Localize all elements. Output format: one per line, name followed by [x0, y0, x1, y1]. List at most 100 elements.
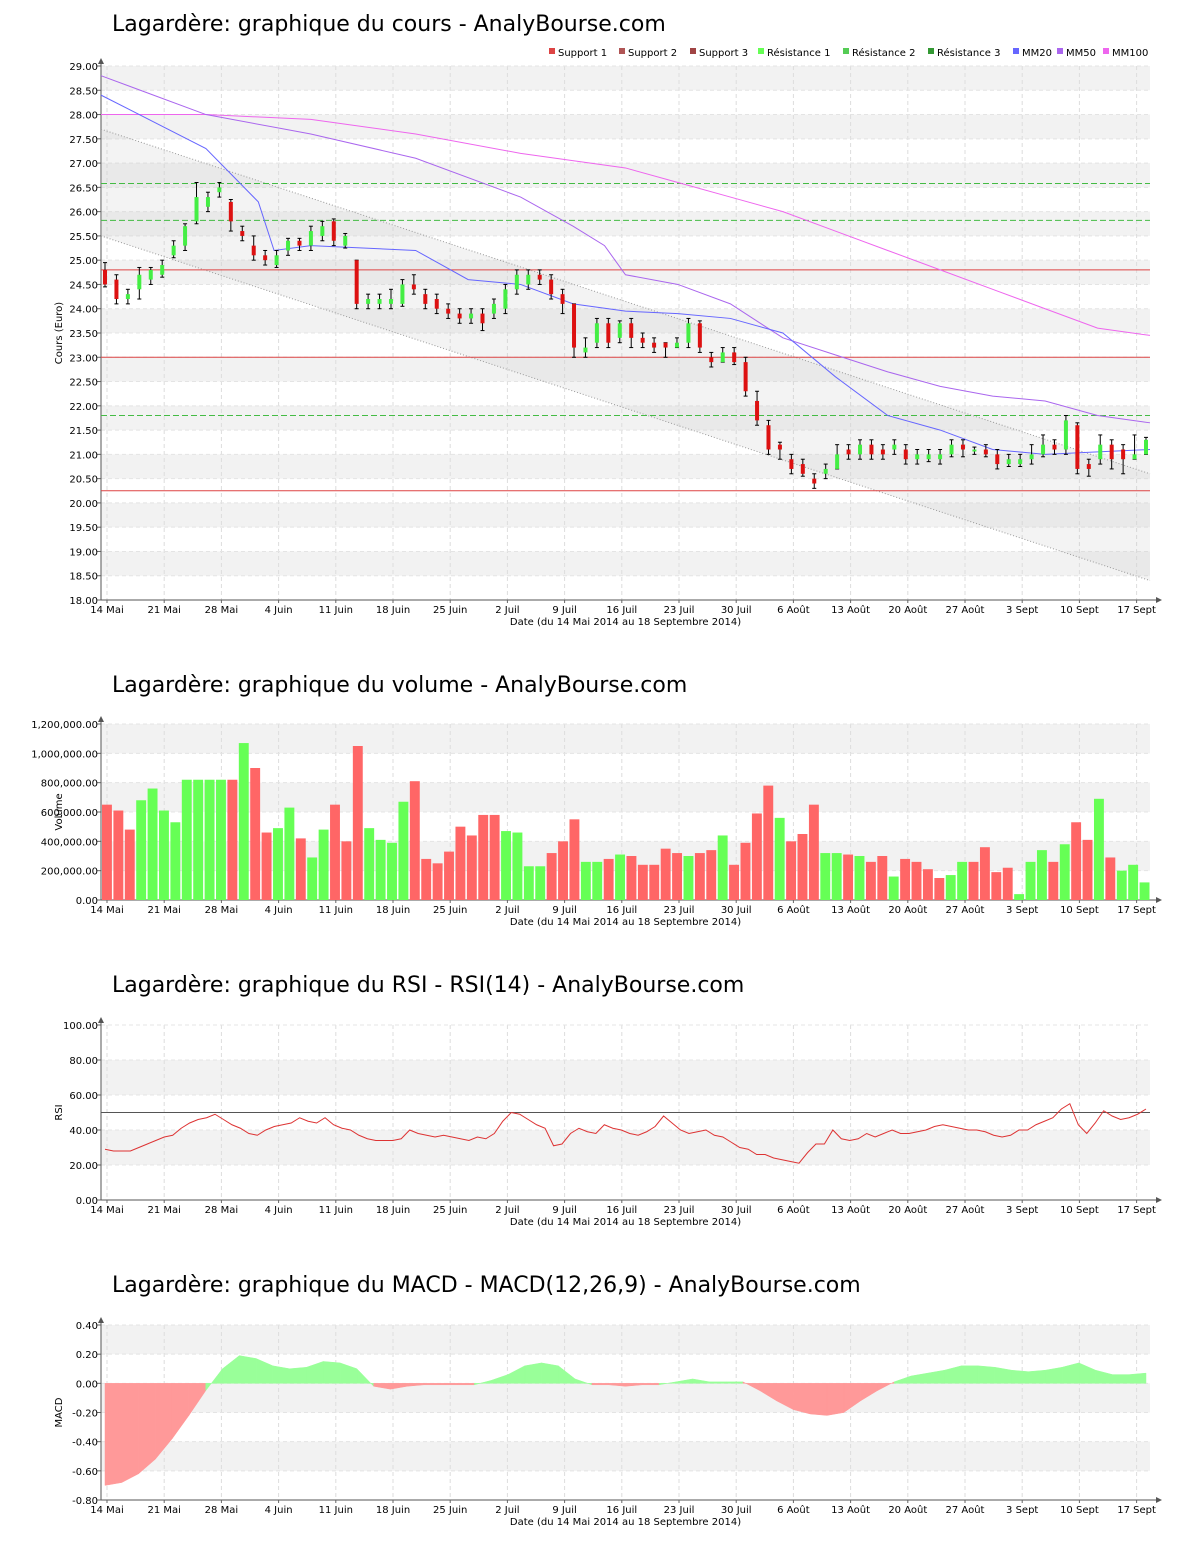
volume-bar [660, 848, 671, 900]
rsi-xtick-label: 6 Août [777, 1204, 810, 1216]
candle-body [160, 265, 165, 275]
volume-bar [250, 768, 261, 900]
candle-body [720, 352, 725, 363]
rsi-xtick-label: 10 Sept [1060, 1205, 1099, 1216]
volume-ytick-label: 800,000.00 [41, 779, 98, 790]
macd-area-segment [1045, 1366, 1063, 1384]
mm100-line [101, 114, 1151, 336]
price-ytick-label: 19.50 [69, 523, 98, 534]
price-ytick-label: 26.00 [69, 208, 98, 219]
volume-bar [193, 779, 204, 900]
candle-body [125, 294, 130, 300]
volume-xtick-label: 25 Juin [433, 905, 467, 916]
candle-body [938, 454, 943, 460]
price-xtick-label: 13 Août [831, 604, 870, 616]
volume-bar [1014, 894, 1025, 900]
rsi-band [101, 1130, 1150, 1165]
mm50-line [100, 75, 1151, 424]
macd-area-segment [104, 1383, 123, 1486]
legend-swatch [758, 48, 764, 54]
volume-bar [398, 801, 409, 900]
price-band [101, 308, 1150, 333]
macd-ytick-label: -0.40 [72, 1438, 98, 1449]
volume-bar [615, 854, 625, 900]
rsi-ytick-label: 80.00 [69, 1056, 98, 1067]
volume-bar [729, 864, 740, 900]
price-ytick-label: 18.00 [69, 596, 98, 607]
candle-body [892, 444, 897, 450]
volume-xtick-label: 16 Juil [606, 905, 637, 916]
channel-lower-line [100, 235, 1151, 582]
candle-body [240, 231, 245, 236]
rsi-xtick-label: 14 Mai [90, 1205, 123, 1216]
candle-body [949, 444, 954, 455]
price-band [101, 211, 1150, 236]
candle-body [766, 425, 771, 450]
volume-bar [751, 813, 762, 900]
volume-bar [649, 864, 660, 900]
macd-area-segment [1011, 1369, 1029, 1384]
candle-body [286, 240, 291, 251]
macd-ytick-label: 0.40 [76, 1321, 98, 1332]
candle-body [354, 260, 359, 304]
price-xtick-label: 27 Août [946, 604, 985, 616]
macd-area-segment [423, 1383, 442, 1386]
macd-area-segment [893, 1375, 912, 1384]
volume-bar [489, 814, 500, 900]
macd-xtick-label: 21 Mai [147, 1505, 180, 1516]
candle-body [823, 468, 828, 474]
volume-xtick-label: 13 Août [831, 904, 870, 916]
candle-body [629, 323, 634, 338]
macd-area-segment [927, 1369, 945, 1384]
macd-band [101, 1383, 1150, 1413]
macd-ytick-label: 0.20 [76, 1350, 98, 1361]
rsi-xtick-label: 23 Juil [664, 1205, 695, 1216]
candle-body [388, 299, 393, 304]
price-band [101, 551, 1150, 576]
legend-swatch [549, 48, 555, 54]
volume-xtick-label: 21 Mai [147, 905, 180, 916]
trend-channel [101, 129, 1150, 581]
macd-y-arrow [98, 1317, 104, 1323]
macd-area-segment [121, 1383, 139, 1483]
candle-body [640, 337, 645, 343]
volume-bar [478, 814, 489, 900]
candle-body [1132, 454, 1137, 460]
volume-bar [774, 817, 785, 900]
volume-bar [763, 785, 774, 900]
macd-xtick-label: 9 Juil [552, 1505, 576, 1516]
macd-area-segment [138, 1383, 156, 1475]
macd-xtick-label: 30 Juil [721, 1505, 752, 1516]
candle-body [308, 231, 313, 246]
price-y-arrow [98, 58, 104, 64]
price-ytick-label: 22.00 [69, 402, 98, 413]
legend-swatch [1103, 48, 1109, 54]
macd-area-segment [171, 1383, 190, 1440]
price-ytick-label: 23.50 [69, 329, 98, 340]
volume-bar [877, 856, 888, 900]
macd-xtick-label: 10 Sept [1060, 1505, 1099, 1516]
price-ytick-label: 28.00 [69, 111, 98, 122]
macd-area-segment [507, 1365, 526, 1384]
macd-area-segment [323, 1361, 341, 1384]
volume-bar [535, 866, 546, 900]
volume-bar [1116, 870, 1127, 900]
volume-bar [444, 851, 454, 900]
volume-bar [820, 853, 831, 900]
volume-bar [569, 819, 580, 900]
price-xtick-label: 20 Août [888, 604, 927, 616]
volume-bar [216, 779, 226, 900]
price-xtick-label: 28 Mai [205, 605, 238, 616]
rsi-line [104, 1103, 1147, 1164]
price-ytick-label: 21.50 [69, 426, 98, 437]
channel-upper-line [100, 128, 1151, 475]
legend-label: MM50 [1066, 48, 1096, 59]
price-xtick-label: 30 Juil [721, 605, 752, 616]
volume-bar [558, 841, 568, 900]
candle-body [263, 255, 268, 261]
legend-label: Support 1 [558, 48, 607, 59]
candle-body [537, 274, 542, 280]
macd-area-segment [1028, 1369, 1046, 1384]
legend-label: Résistance 2 [852, 47, 915, 59]
